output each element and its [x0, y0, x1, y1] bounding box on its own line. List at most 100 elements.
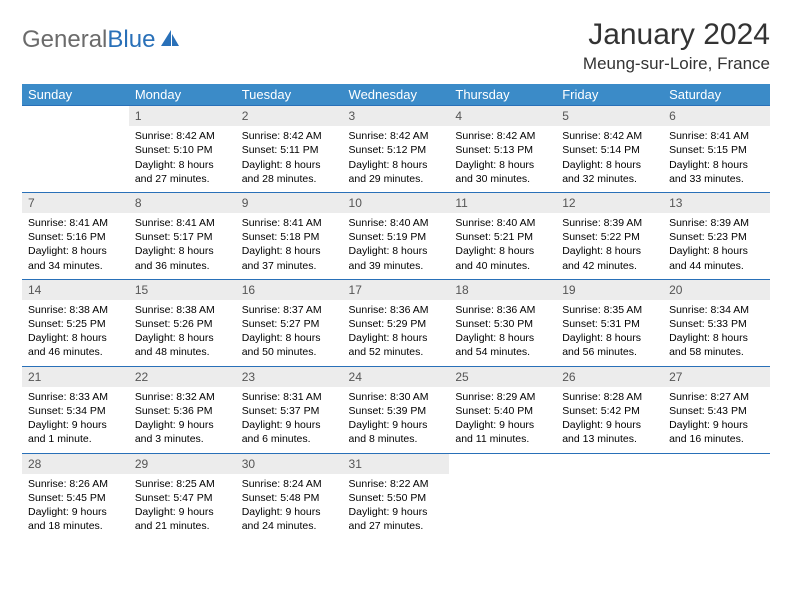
day-details: Sunrise: 8:42 AMSunset: 5:11 PMDaylight:…: [236, 126, 343, 192]
sunrise-line: Sunrise: 8:32 AM: [135, 390, 230, 404]
day-details: Sunrise: 8:37 AMSunset: 5:27 PMDaylight:…: [236, 300, 343, 366]
logo-blue: Blue: [107, 26, 155, 53]
sunrise-line: Sunrise: 8:41 AM: [242, 216, 337, 230]
sunrise-line: Sunrise: 8:27 AM: [669, 390, 764, 404]
sunrise-line: Sunrise: 8:39 AM: [562, 216, 657, 230]
sunset-line: Sunset: 5:12 PM: [349, 143, 444, 157]
day-number: 6: [663, 105, 770, 126]
title-block: January 2024 Meung-sur-Loire, France: [583, 18, 770, 74]
sunrise-line: Sunrise: 8:31 AM: [242, 390, 337, 404]
daylight-line: Daylight: 9 hours and 6 minutes.: [242, 418, 337, 446]
sunset-line: Sunset: 5:16 PM: [28, 230, 123, 244]
daylight-line: Daylight: 9 hours and 21 minutes.: [135, 505, 230, 533]
sunset-line: Sunset: 5:13 PM: [455, 143, 550, 157]
day-number: 3: [343, 105, 450, 126]
weekday-header: Wednesday: [343, 84, 450, 105]
calendar-row: 1Sunrise: 8:42 AMSunset: 5:10 PMDaylight…: [22, 105, 770, 192]
weekday-header-row: Sunday Monday Tuesday Wednesday Thursday…: [22, 84, 770, 105]
calendar-cell: 2Sunrise: 8:42 AMSunset: 5:11 PMDaylight…: [236, 105, 343, 192]
daylight-line: Daylight: 9 hours and 16 minutes.: [669, 418, 764, 446]
sunset-line: Sunset: 5:23 PM: [669, 230, 764, 244]
sunrise-line: Sunrise: 8:42 AM: [349, 129, 444, 143]
day-details: Sunrise: 8:36 AMSunset: 5:29 PMDaylight:…: [343, 300, 450, 366]
sunrise-line: Sunrise: 8:35 AM: [562, 303, 657, 317]
day-details: Sunrise: 8:40 AMSunset: 5:21 PMDaylight:…: [449, 213, 556, 279]
calendar-cell: [663, 453, 770, 540]
empty-cell: [556, 453, 663, 472]
sunset-line: Sunset: 5:37 PM: [242, 404, 337, 418]
day-details: Sunrise: 8:36 AMSunset: 5:30 PMDaylight:…: [449, 300, 556, 366]
daylight-line: Daylight: 8 hours and 56 minutes.: [562, 331, 657, 359]
daylight-line: Daylight: 9 hours and 18 minutes.: [28, 505, 123, 533]
sunset-line: Sunset: 5:36 PM: [135, 404, 230, 418]
calendar-cell: 17Sunrise: 8:36 AMSunset: 5:29 PMDayligh…: [343, 279, 450, 366]
day-details: Sunrise: 8:42 AMSunset: 5:10 PMDaylight:…: [129, 126, 236, 192]
header: GeneralBlue January 2024 Meung-sur-Loire…: [22, 18, 770, 74]
sunrise-line: Sunrise: 8:40 AM: [349, 216, 444, 230]
calendar-cell: 12Sunrise: 8:39 AMSunset: 5:22 PMDayligh…: [556, 192, 663, 279]
sunset-line: Sunset: 5:43 PM: [669, 404, 764, 418]
day-number: 12: [556, 192, 663, 213]
weekday-header: Saturday: [663, 84, 770, 105]
weekday-header: Sunday: [22, 84, 129, 105]
daylight-line: Daylight: 8 hours and 48 minutes.: [135, 331, 230, 359]
day-number: 5: [556, 105, 663, 126]
sunrise-line: Sunrise: 8:22 AM: [349, 477, 444, 491]
day-details: Sunrise: 8:24 AMSunset: 5:48 PMDaylight:…: [236, 474, 343, 540]
day-number: 18: [449, 279, 556, 300]
calendar-cell: 19Sunrise: 8:35 AMSunset: 5:31 PMDayligh…: [556, 279, 663, 366]
weekday-header: Thursday: [449, 84, 556, 105]
sunrise-line: Sunrise: 8:25 AM: [135, 477, 230, 491]
sunrise-line: Sunrise: 8:39 AM: [669, 216, 764, 230]
day-details: Sunrise: 8:38 AMSunset: 5:25 PMDaylight:…: [22, 300, 129, 366]
day-details: Sunrise: 8:42 AMSunset: 5:12 PMDaylight:…: [343, 126, 450, 192]
calendar-cell: [556, 453, 663, 540]
sunrise-line: Sunrise: 8:29 AM: [455, 390, 550, 404]
day-number: 19: [556, 279, 663, 300]
daylight-line: Daylight: 8 hours and 52 minutes.: [349, 331, 444, 359]
sunset-line: Sunset: 5:25 PM: [28, 317, 123, 331]
sunset-line: Sunset: 5:11 PM: [242, 143, 337, 157]
day-number: 8: [129, 192, 236, 213]
day-details: Sunrise: 8:33 AMSunset: 5:34 PMDaylight:…: [22, 387, 129, 453]
sunset-line: Sunset: 5:33 PM: [669, 317, 764, 331]
calendar-cell: 6Sunrise: 8:41 AMSunset: 5:15 PMDaylight…: [663, 105, 770, 192]
day-number: 22: [129, 366, 236, 387]
calendar-cell: 3Sunrise: 8:42 AMSunset: 5:12 PMDaylight…: [343, 105, 450, 192]
sunset-line: Sunset: 5:39 PM: [349, 404, 444, 418]
sunrise-line: Sunrise: 8:26 AM: [28, 477, 123, 491]
day-details: Sunrise: 8:40 AMSunset: 5:19 PMDaylight:…: [343, 213, 450, 279]
day-number: 1: [129, 105, 236, 126]
location: Meung-sur-Loire, France: [583, 54, 770, 74]
calendar-row: 21Sunrise: 8:33 AMSunset: 5:34 PMDayligh…: [22, 366, 770, 453]
daylight-line: Daylight: 9 hours and 13 minutes.: [562, 418, 657, 446]
sunset-line: Sunset: 5:50 PM: [349, 491, 444, 505]
day-details: Sunrise: 8:41 AMSunset: 5:17 PMDaylight:…: [129, 213, 236, 279]
sunrise-line: Sunrise: 8:33 AM: [28, 390, 123, 404]
empty-cell: [22, 105, 129, 124]
day-details: Sunrise: 8:41 AMSunset: 5:18 PMDaylight:…: [236, 213, 343, 279]
calendar-table: Sunday Monday Tuesday Wednesday Thursday…: [22, 84, 770, 539]
day-details: Sunrise: 8:25 AMSunset: 5:47 PMDaylight:…: [129, 474, 236, 540]
calendar-row: 28Sunrise: 8:26 AMSunset: 5:45 PMDayligh…: [22, 453, 770, 540]
calendar-cell: 8Sunrise: 8:41 AMSunset: 5:17 PMDaylight…: [129, 192, 236, 279]
daylight-line: Daylight: 8 hours and 33 minutes.: [669, 158, 764, 186]
day-number: 13: [663, 192, 770, 213]
day-number: 7: [22, 192, 129, 213]
calendar-row: 14Sunrise: 8:38 AMSunset: 5:25 PMDayligh…: [22, 279, 770, 366]
day-number: 9: [236, 192, 343, 213]
daylight-line: Daylight: 8 hours and 37 minutes.: [242, 244, 337, 272]
sail-icon: [159, 28, 181, 53]
day-number: 24: [343, 366, 450, 387]
logo-text: GeneralBlue: [22, 26, 155, 54]
day-number: 17: [343, 279, 450, 300]
daylight-line: Daylight: 9 hours and 8 minutes.: [349, 418, 444, 446]
sunset-line: Sunset: 5:34 PM: [28, 404, 123, 418]
sunrise-line: Sunrise: 8:36 AM: [455, 303, 550, 317]
logo-general: General: [22, 26, 107, 53]
sunset-line: Sunset: 5:40 PM: [455, 404, 550, 418]
day-details: Sunrise: 8:27 AMSunset: 5:43 PMDaylight:…: [663, 387, 770, 453]
sunrise-line: Sunrise: 8:30 AM: [349, 390, 444, 404]
sunrise-line: Sunrise: 8:24 AM: [242, 477, 337, 491]
sunset-line: Sunset: 5:22 PM: [562, 230, 657, 244]
